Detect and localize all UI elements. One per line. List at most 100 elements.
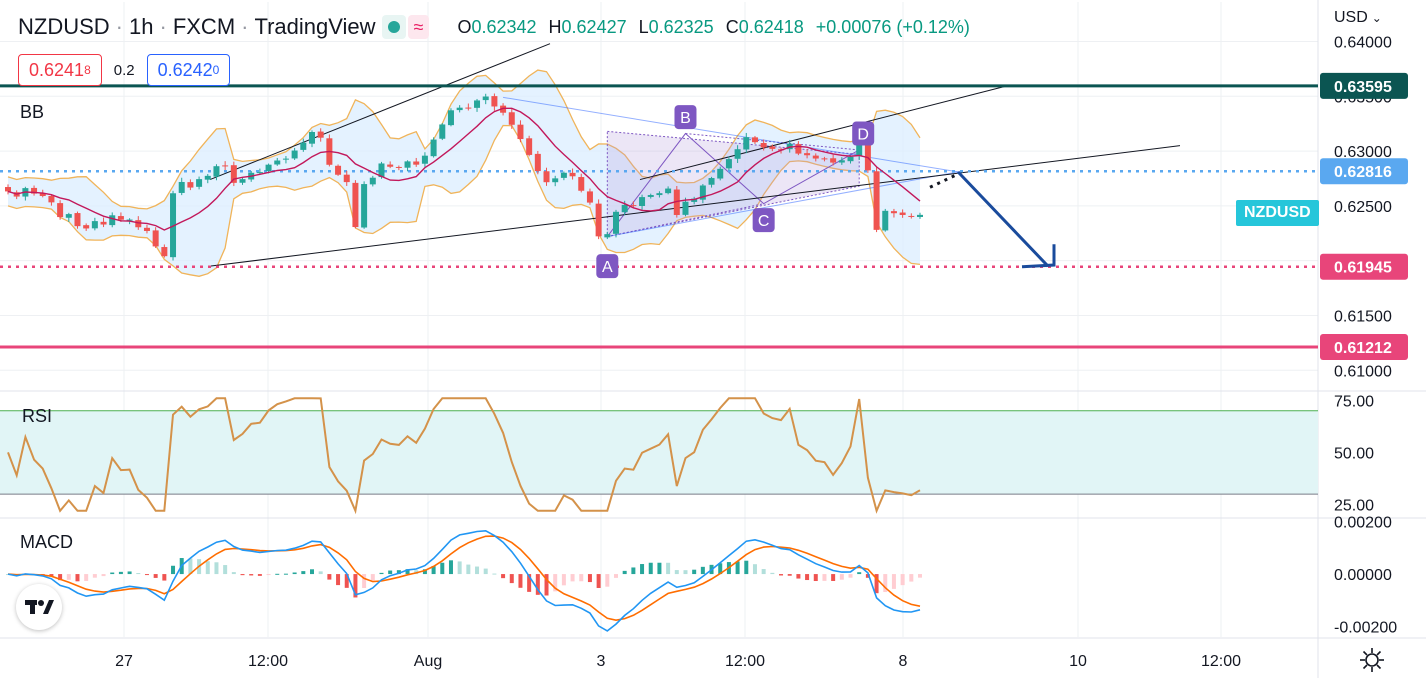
macd-histogram-bar — [249, 574, 254, 576]
candle-body — [83, 225, 90, 229]
candle-body — [508, 112, 515, 125]
macd-histogram-bar — [275, 573, 280, 575]
candle-body — [647, 195, 654, 197]
symbol-name[interactable]: NZDUSD — [18, 14, 110, 39]
macd-histogram-bar — [127, 571, 132, 575]
harmonic-point-b-badge — [674, 105, 697, 130]
macd-histogram-bar — [622, 570, 627, 575]
macd-histogram-bar — [579, 574, 584, 582]
candle-body — [734, 149, 741, 159]
candle-body — [830, 158, 837, 163]
candle-body — [595, 203, 602, 237]
candle-body — [143, 227, 150, 231]
bollinger-lower-band — [7, 124, 921, 277]
tradingview-logo-icon[interactable] — [16, 584, 62, 630]
candle-body — [560, 172, 567, 178]
macd-histogram-bar — [848, 574, 853, 578]
macd-histogram-bar — [587, 574, 592, 583]
macd-indicator-label[interactable]: MACD — [20, 532, 73, 552]
candle-body — [317, 131, 324, 138]
candle-body — [230, 165, 237, 183]
macd-histogram-bar — [822, 574, 827, 581]
candle-body — [178, 181, 185, 193]
buy-button[interactable]: 0.6242 0 — [146, 54, 231, 86]
macd-line — [7, 529, 921, 632]
candle-body — [743, 137, 750, 150]
separator-dot: · — [115, 14, 123, 39]
candle-body — [117, 216, 124, 220]
price-tick-label: 0.64000 — [1334, 34, 1392, 51]
bb-indicator-label[interactable]: BB — [20, 102, 45, 122]
candle-body — [135, 220, 142, 228]
candle-body — [465, 107, 472, 109]
candle-body — [578, 177, 585, 191]
macd-histogram-bar — [318, 571, 323, 575]
candle-body — [491, 96, 498, 107]
platform-label: TradingView — [254, 14, 376, 39]
market-status-pill[interactable] — [381, 15, 406, 39]
macd-histogram-bar — [49, 574, 54, 577]
candle-body — [821, 158, 828, 160]
price-tick-label: 0.63000 — [1334, 144, 1392, 161]
macd-histogram-bar — [162, 574, 167, 581]
sell-price-pip: 8 — [84, 63, 91, 77]
sell-button[interactable]: 0.6241 8 — [18, 54, 102, 86]
candle-body — [404, 161, 411, 168]
candle-body — [456, 107, 463, 111]
macd-histogram-bar — [110, 572, 115, 575]
macd-histogram-bar — [327, 574, 332, 580]
candle-body — [395, 166, 402, 168]
candle-body — [152, 230, 159, 247]
candle-body — [899, 212, 906, 215]
candle-body — [74, 213, 81, 227]
low-label: L — [638, 16, 649, 37]
macd-histogram-bar — [75, 574, 80, 582]
macd-histogram-bar — [501, 574, 506, 579]
candle-body — [586, 191, 593, 203]
macd-histogram-bar — [666, 562, 671, 575]
close-label: C — [725, 16, 739, 37]
candle-body — [656, 193, 663, 196]
macd-histogram-bar — [492, 573, 497, 575]
price-level-label: 0.62816 — [1334, 164, 1392, 181]
time-tick-label: 10 — [1069, 653, 1087, 670]
macd-histogram-bar — [422, 569, 427, 575]
candle-body — [369, 177, 376, 185]
macd-histogram-bar — [223, 565, 228, 575]
macd-histogram-bar — [214, 562, 219, 575]
macd-histogram-bar — [310, 569, 314, 575]
candle-body — [751, 137, 758, 143]
time-tick-label: Aug — [414, 653, 442, 670]
candle-body — [5, 187, 11, 192]
price-level-label: 0.61945 — [1334, 260, 1392, 277]
harmonic-pattern-leg — [607, 203, 764, 238]
macd-histogram-bar — [283, 573, 288, 575]
macd-histogram-bar — [614, 574, 618, 578]
macd-histogram-bar — [171, 565, 176, 575]
macd-histogram-bar — [396, 570, 401, 575]
candle-body — [48, 196, 55, 203]
time-tick-label: 8 — [899, 653, 908, 670]
gear-icon[interactable] — [1358, 646, 1386, 674]
candle-body — [265, 164, 272, 172]
macd-histogram-bar — [405, 569, 410, 575]
macd-histogram-bar — [84, 574, 89, 581]
macd-histogram-bar — [431, 566, 436, 575]
rsi-tick-label: 50.00 — [1334, 445, 1374, 462]
macd-histogram-bar — [58, 574, 63, 581]
currency-selector[interactable]: USD ⌄ — [1334, 9, 1382, 27]
candle-body — [890, 211, 897, 214]
bollinger-band-fill — [8, 70, 920, 277]
wave-icon[interactable]: ≈ — [407, 15, 430, 39]
macd-histogram-bar — [553, 574, 558, 592]
macd-histogram-bar — [379, 572, 384, 575]
candle-body — [222, 165, 229, 167]
macd-histogram-bar — [466, 564, 471, 575]
macd-histogram-bar — [205, 561, 210, 575]
interval-label[interactable]: 1h — [129, 14, 154, 39]
macd-histogram-bar — [353, 574, 358, 598]
rsi-indicator-label[interactable]: RSI — [22, 406, 53, 426]
symbol-header[interactable]: NZDUSD · 1h · FXCM · TradingView ≈ O0.62… — [18, 12, 970, 42]
